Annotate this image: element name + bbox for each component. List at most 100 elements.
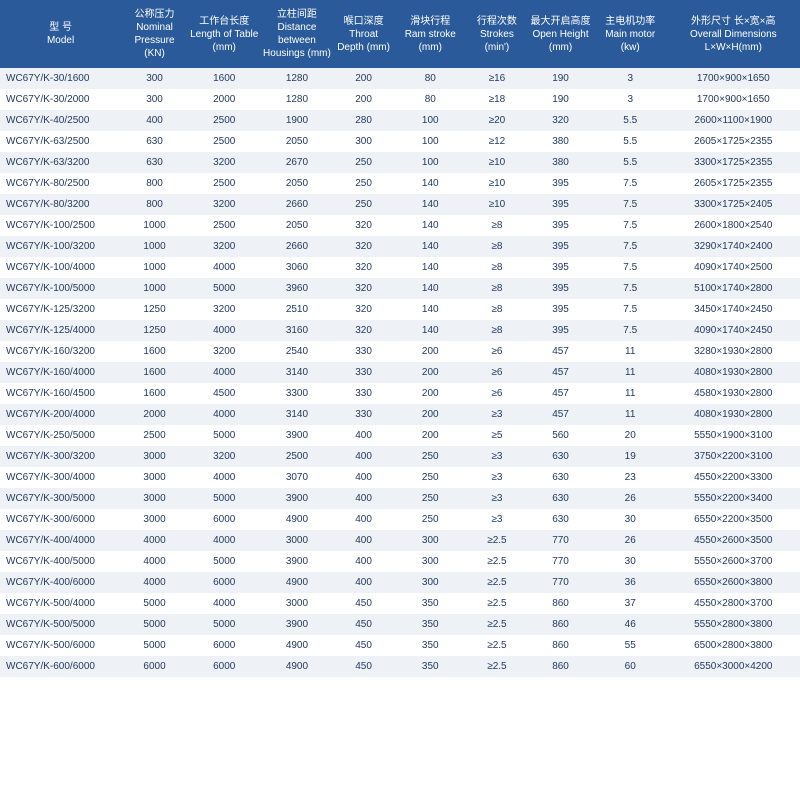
table-row: WC67Y/K-250/5000250050003900400200≥55602… (0, 425, 800, 446)
col-header-zh: 型 号 (2, 21, 119, 34)
data-cell: 457 (527, 383, 594, 404)
data-cell: 3000 (261, 593, 334, 614)
data-cell: 140 (394, 278, 467, 299)
model-cell: WC67Y/K-200/4000 (0, 404, 121, 425)
data-cell: 3000 (121, 467, 188, 488)
model-cell: WC67Y/K-400/5000 (0, 551, 121, 572)
data-cell: 2540 (261, 341, 334, 362)
data-cell: 395 (527, 257, 594, 278)
data-cell: 4900 (261, 635, 334, 656)
data-cell: ≥3 (467, 467, 528, 488)
data-cell: 3070 (261, 467, 334, 488)
data-cell: 1600 (121, 383, 188, 404)
data-cell: 140 (394, 299, 467, 320)
data-cell: 3290×1740×2400 (667, 236, 800, 257)
data-cell: 4000 (188, 467, 261, 488)
table-row: WC67Y/K-160/4500160045003300330200≥64571… (0, 383, 800, 404)
data-cell: ≥8 (467, 257, 528, 278)
data-cell: 6500×2800×3800 (667, 635, 800, 656)
data-cell: 7.5 (594, 173, 667, 194)
data-cell: 4080×1930×2800 (667, 404, 800, 425)
data-cell: 320 (333, 257, 394, 278)
data-cell: 630 (121, 152, 188, 173)
data-cell: ≥10 (467, 173, 528, 194)
data-cell: 3900 (261, 488, 334, 509)
data-cell: 400 (121, 110, 188, 131)
data-cell: 800 (121, 173, 188, 194)
data-cell: 320 (333, 299, 394, 320)
data-cell: 6550×2200×3500 (667, 509, 800, 530)
data-cell: 630 (527, 488, 594, 509)
model-cell: WC67Y/K-30/2000 (0, 89, 121, 110)
data-cell: 30 (594, 551, 667, 572)
data-cell: 7.5 (594, 320, 667, 341)
model-cell: WC67Y/K-300/3200 (0, 446, 121, 467)
data-cell: 5.5 (594, 131, 667, 152)
data-cell: 200 (333, 89, 394, 110)
col-header-4: 喉口深度Throat Depth (mm) (333, 0, 394, 68)
col-header-zh: 立柱间距 (263, 8, 332, 21)
data-cell: 395 (527, 215, 594, 236)
data-cell: 3300 (261, 383, 334, 404)
data-cell: ≥8 (467, 215, 528, 236)
data-cell: 1700×900×1650 (667, 68, 800, 89)
data-cell: 400 (333, 572, 394, 593)
table-body: WC67Y/K-30/16003001600128020080≥16190317… (0, 68, 800, 677)
data-cell: 5.5 (594, 152, 667, 173)
model-cell: WC67Y/K-500/4000 (0, 593, 121, 614)
data-cell: 4090×1740×2450 (667, 320, 800, 341)
col-header-en: Strokes (min') (469, 28, 526, 54)
data-cell: 55 (594, 635, 667, 656)
table-row: WC67Y/K-600/6000600060004900450350≥2.586… (0, 656, 800, 677)
data-cell: 457 (527, 362, 594, 383)
data-cell: 320 (527, 110, 594, 131)
data-cell: ≥18 (467, 89, 528, 110)
data-cell: 250 (394, 446, 467, 467)
data-cell: 5100×1740×2800 (667, 278, 800, 299)
model-cell: WC67Y/K-500/5000 (0, 614, 121, 635)
data-cell: 630 (527, 509, 594, 530)
table-row: WC67Y/K-500/6000500060004900450350≥2.586… (0, 635, 800, 656)
data-cell: 800 (121, 194, 188, 215)
data-cell: ≥8 (467, 299, 528, 320)
data-cell: 1600 (188, 68, 261, 89)
data-cell: ≥5 (467, 425, 528, 446)
data-cell: 11 (594, 383, 667, 404)
data-cell: 4580×1930×2800 (667, 383, 800, 404)
data-cell: 4000 (188, 530, 261, 551)
col-header-en: Overall Dimensions L×W×H(mm) (669, 28, 798, 54)
data-cell: 860 (527, 635, 594, 656)
data-cell: 2600×1100×1900 (667, 110, 800, 131)
data-cell: 400 (333, 467, 394, 488)
col-header-zh: 主电机功率 (596, 15, 665, 28)
data-cell: 395 (527, 173, 594, 194)
data-cell: 300 (121, 68, 188, 89)
data-cell: 4090×1740×2500 (667, 257, 800, 278)
data-cell: 860 (527, 656, 594, 677)
table-row: WC67Y/K-63/250063025002050300100≥123805.… (0, 131, 800, 152)
data-cell: 5000 (188, 614, 261, 635)
data-cell: 450 (333, 593, 394, 614)
data-cell: ≥2.5 (467, 614, 528, 635)
table-row: WC67Y/K-400/4000400040003000400300≥2.577… (0, 530, 800, 551)
data-cell: 630 (527, 467, 594, 488)
table-row: WC67Y/K-300/5000300050003900400250≥36302… (0, 488, 800, 509)
model-cell: WC67Y/K-80/3200 (0, 194, 121, 215)
data-cell: ≥3 (467, 509, 528, 530)
data-cell: 280 (333, 110, 394, 131)
data-cell: ≥8 (467, 278, 528, 299)
table-row: WC67Y/K-500/4000500040003000450350≥2.586… (0, 593, 800, 614)
data-cell: 3060 (261, 257, 334, 278)
model-cell: WC67Y/K-400/6000 (0, 572, 121, 593)
col-header-en: Model (2, 34, 119, 47)
data-cell: 3900 (261, 425, 334, 446)
data-cell: 2670 (261, 152, 334, 173)
data-cell: 7.5 (594, 215, 667, 236)
table-row: WC67Y/K-80/320080032002660250140≥103957.… (0, 194, 800, 215)
data-cell: 330 (333, 341, 394, 362)
data-cell: 320 (333, 278, 394, 299)
data-cell: 300 (333, 131, 394, 152)
col-header-zh: 滑块行程 (396, 15, 465, 28)
data-cell: 2050 (261, 215, 334, 236)
col-header-zh: 工作台长度 (190, 15, 259, 28)
